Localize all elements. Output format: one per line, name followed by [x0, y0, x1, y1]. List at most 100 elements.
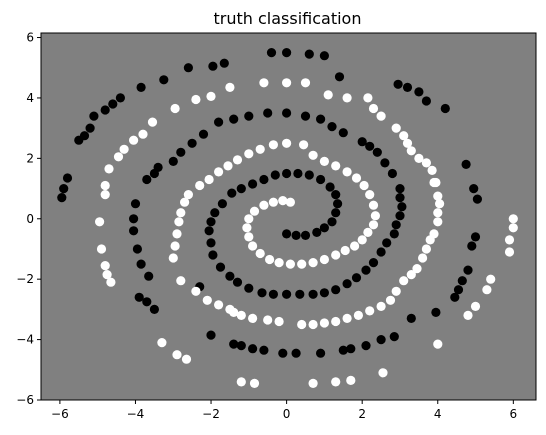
- data-point-1-66: [385, 295, 396, 305]
- data-point-0-11: [304, 170, 314, 180]
- data-point-0-84: [278, 348, 288, 358]
- data-point-0-46: [395, 193, 405, 203]
- data-point-0-27: [232, 277, 243, 287]
- data-point-0-81: [236, 341, 246, 351]
- data-point-1-35: [244, 149, 254, 159]
- data-point-0-90: [376, 335, 386, 345]
- data-point-1-100: [147, 117, 158, 127]
- data-point-0-55: [316, 114, 326, 124]
- data-point-1-84: [406, 146, 416, 156]
- data-point-1-57: [274, 316, 284, 327]
- data-point-1-55: [248, 313, 258, 323]
- data-point-1-107: [100, 190, 110, 200]
- data-point-1-97: [206, 91, 216, 101]
- data-point-0-2: [300, 230, 311, 240]
- data-point-1-111: [102, 270, 112, 280]
- data-point-0-9: [325, 182, 335, 192]
- data-point-0-100: [472, 194, 482, 204]
- data-point-1-23: [368, 200, 379, 210]
- data-point-1-6: [242, 223, 252, 233]
- data-point-0-96: [457, 276, 467, 286]
- data-point-0-47: [395, 184, 405, 194]
- data-point-0-53: [338, 128, 348, 138]
- data-point-1-120: [346, 375, 356, 385]
- data-point-1-14: [308, 258, 318, 268]
- data-point-0-119: [108, 99, 118, 109]
- data-point-1-28: [331, 161, 341, 171]
- data-point-0-113: [219, 58, 229, 68]
- data-point-0-43: [391, 220, 401, 230]
- data-point-1-105: [104, 164, 114, 174]
- data-point-0-73: [136, 259, 146, 269]
- data-point-0-40: [376, 247, 386, 257]
- data-point-1-37: [223, 161, 233, 171]
- data-point-0-121: [89, 111, 99, 121]
- data-point-1-88: [376, 111, 386, 121]
- data-point-0-18: [227, 188, 237, 198]
- data-point-1-69: [406, 270, 416, 280]
- data-point-1-32: [282, 138, 292, 148]
- data-point-1-9: [255, 248, 265, 259]
- data-point-0-48: [387, 168, 397, 179]
- data-point-0-24: [208, 250, 218, 260]
- data-point-0-114: [208, 61, 218, 71]
- data-point-1-33: [268, 140, 278, 150]
- data-point-1-10: [265, 254, 275, 265]
- data-point-1-94: [282, 78, 292, 88]
- points-layer: [57, 48, 518, 388]
- data-point-1-53: [229, 307, 239, 317]
- chart-title: truth classification: [214, 9, 362, 28]
- data-point-0-20: [210, 208, 220, 218]
- data-point-1-112: [106, 277, 116, 287]
- data-point-0-1: [291, 230, 301, 240]
- data-point-1-11: [274, 258, 284, 268]
- data-point-0-51: [365, 141, 375, 151]
- data-point-1-128: [504, 235, 515, 245]
- data-point-1-63: [353, 310, 363, 320]
- x-tick-label: 4: [434, 407, 442, 421]
- data-point-0-44: [395, 211, 405, 221]
- data-point-1-29: [319, 156, 329, 166]
- data-point-0-111: [282, 48, 292, 58]
- data-point-1-64: [365, 306, 375, 316]
- y-tick-label: 2: [26, 151, 34, 165]
- data-point-1-19: [357, 235, 367, 245]
- data-point-1-50: [202, 295, 212, 305]
- data-point-1-47: [168, 253, 178, 263]
- data-point-0-124: [74, 135, 84, 145]
- data-point-1-70: [412, 264, 422, 274]
- data-point-0-50: [372, 147, 382, 157]
- data-point-0-102: [461, 159, 471, 169]
- data-point-0-69: [130, 199, 141, 209]
- data-point-0-103: [440, 103, 450, 114]
- data-point-1-115: [181, 354, 192, 364]
- data-point-1-123: [463, 310, 473, 320]
- data-point-0-62: [198, 129, 209, 139]
- data-point-0-59: [244, 111, 254, 121]
- data-point-0-64: [176, 147, 186, 157]
- data-point-0-8: [331, 190, 341, 200]
- data-point-1-61: [331, 316, 341, 327]
- data-point-0-83: [259, 345, 269, 355]
- plot-frame: [40, 32, 537, 401]
- data-point-0-4: [319, 223, 329, 233]
- data-point-0-125: [62, 173, 73, 183]
- data-point-0-5: [327, 217, 337, 227]
- data-point-1-5: [244, 214, 254, 224]
- data-point-1-90: [363, 93, 373, 103]
- data-point-0-36: [342, 279, 352, 289]
- data-point-0-35: [331, 285, 341, 295]
- x-tick-label: −4: [127, 407, 145, 421]
- data-point-1-122: [433, 339, 443, 349]
- data-point-0-22: [204, 226, 214, 236]
- data-point-1-118: [308, 378, 318, 388]
- data-point-1-27: [342, 167, 352, 177]
- data-point-0-75: [134, 292, 144, 302]
- data-point-1-129: [508, 223, 518, 233]
- data-point-1-119: [331, 377, 341, 387]
- data-point-0-115: [183, 63, 193, 73]
- y-axis: −6 −4 −2 0 2 4 6: [16, 31, 41, 407]
- data-point-0-6: [331, 208, 341, 218]
- data-point-1-12: [285, 259, 295, 269]
- data-point-0-15: [259, 174, 269, 185]
